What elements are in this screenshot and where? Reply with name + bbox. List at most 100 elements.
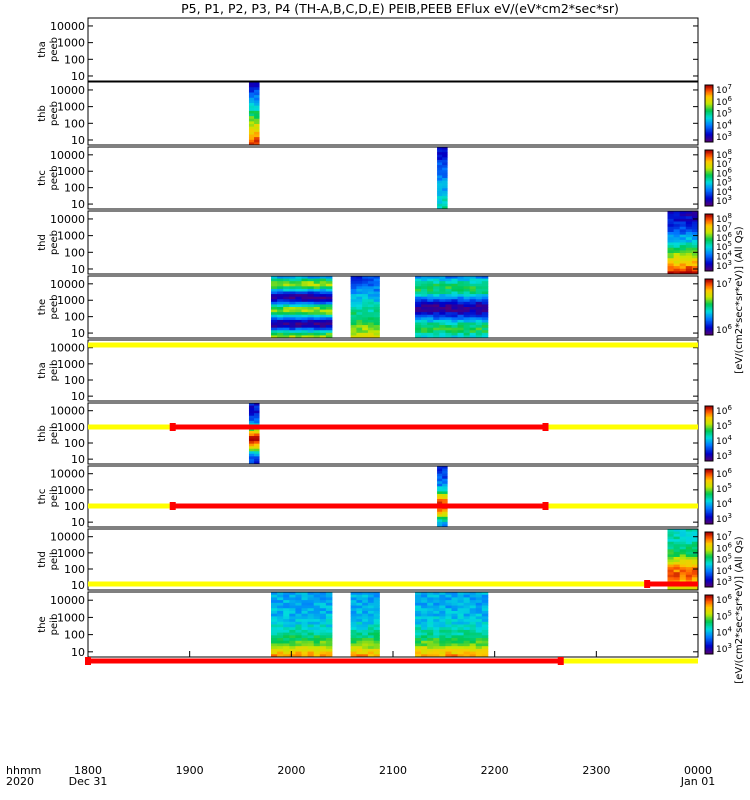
spectrogram-cell bbox=[437, 524, 443, 528]
spectrogram-cell bbox=[481, 592, 489, 596]
spectrogram-cell bbox=[469, 600, 477, 604]
spectrogram-cell bbox=[362, 299, 369, 303]
spectrogram-cell bbox=[289, 627, 296, 631]
spectrogram-cell bbox=[362, 317, 369, 321]
spectrogram-cell bbox=[325, 325, 333, 329]
colorbar-swatch bbox=[705, 255, 713, 258]
spectrogram-cell bbox=[289, 616, 296, 620]
spectrogram-cell bbox=[254, 89, 260, 93]
spectrogram-cell bbox=[679, 569, 687, 573]
spectrogram-cell bbox=[362, 627, 369, 631]
spectrogram-cell bbox=[442, 473, 448, 477]
spectrogram-cell bbox=[469, 602, 477, 606]
spectrogram-cell bbox=[362, 286, 369, 290]
spectrogram-cell bbox=[319, 291, 327, 295]
spectrogram-cell bbox=[457, 629, 464, 634]
spectrogram-cell bbox=[307, 602, 315, 606]
spectrogram-cell bbox=[469, 335, 477, 339]
colorbar-swatch bbox=[705, 116, 713, 119]
spectrogram-cell bbox=[421, 322, 428, 326]
spectrogram-cell bbox=[667, 229, 674, 233]
spectrogram-cell bbox=[442, 203, 448, 207]
colorbar-swatch bbox=[705, 295, 713, 298]
spectrogram-cell bbox=[427, 330, 434, 334]
spectrogram-cell bbox=[427, 624, 434, 628]
colorbar-swatch bbox=[705, 455, 713, 458]
spectrogram-cell bbox=[283, 304, 290, 308]
spectrogram-cell bbox=[442, 178, 448, 181]
spectrogram-cell bbox=[439, 319, 446, 323]
spectrogram-cell bbox=[313, 288, 321, 292]
colorbar-swatch bbox=[705, 225, 713, 228]
spectrogram-cell bbox=[415, 327, 422, 331]
spectrogram-cell bbox=[421, 317, 428, 321]
spectrogram-cell bbox=[475, 301, 483, 305]
spectrogram-cell bbox=[457, 621, 464, 625]
spectrogram-cell bbox=[415, 635, 422, 639]
spectrogram-cell bbox=[373, 624, 380, 628]
spectrogram-cell bbox=[313, 643, 321, 647]
spectrogram-cell bbox=[421, 608, 428, 612]
spectrogram-cell bbox=[481, 281, 489, 285]
spectrogram-cell bbox=[437, 203, 443, 207]
spectrogram-cell bbox=[313, 621, 321, 625]
spectrogram-cell bbox=[421, 654, 428, 658]
colorbar-swatch bbox=[705, 636, 713, 639]
spectrogram-block-the-peib-1 bbox=[350, 592, 380, 658]
colorbar-tick-label: 103 bbox=[716, 449, 732, 462]
spectrogram-cell bbox=[421, 597, 428, 601]
spectrogram-cell bbox=[427, 312, 434, 316]
spectrogram-cell bbox=[463, 335, 471, 339]
colorbar-swatch bbox=[705, 443, 713, 445]
spectrogram-cell bbox=[248, 418, 255, 422]
spectrogram-cell bbox=[463, 327, 471, 331]
spectrogram-cell bbox=[691, 574, 699, 578]
spectrogram-cell bbox=[373, 643, 380, 647]
colorbar-swatch bbox=[705, 620, 713, 622]
spectrogram-cell bbox=[277, 304, 284, 308]
spectrogram-cell bbox=[301, 635, 308, 639]
spectrogram-cell bbox=[313, 286, 321, 290]
spectrogram-cell bbox=[481, 600, 489, 604]
spectrogram-cell bbox=[679, 211, 687, 215]
spectrogram-cell bbox=[445, 322, 452, 326]
spectrogram-cell bbox=[691, 268, 699, 272]
spectrogram-cell bbox=[373, 635, 380, 639]
spectrogram-cell bbox=[289, 319, 296, 323]
spectrogram-cell bbox=[691, 226, 699, 230]
spectrogram-cell bbox=[271, 602, 278, 606]
spectrogram-cell bbox=[356, 301, 363, 305]
colorbar-swatch bbox=[705, 189, 713, 191]
spectrogram-cell bbox=[457, 307, 464, 310]
spectrogram-cell bbox=[442, 152, 448, 156]
spectrogram-cell bbox=[433, 319, 440, 323]
spectrogram-cell bbox=[463, 600, 471, 604]
colorbar-swatch bbox=[705, 284, 713, 287]
spectrogram-cell bbox=[685, 234, 693, 238]
spectrogram-cell bbox=[685, 253, 693, 257]
spectrogram-cell bbox=[313, 602, 321, 606]
colorbar-swatch bbox=[705, 176, 713, 179]
spectrogram-cell bbox=[277, 643, 284, 647]
spectrogram-cell bbox=[277, 278, 284, 282]
spectrogram-cell bbox=[350, 600, 357, 604]
spectrogram-cell bbox=[481, 602, 489, 606]
colorbar-swatch bbox=[705, 554, 713, 556]
spectrogram-cell bbox=[437, 521, 443, 525]
colorbar-swatch bbox=[705, 134, 713, 137]
colorbar-swatch bbox=[705, 319, 713, 322]
spectrogram-cell bbox=[437, 157, 443, 161]
spectrogram-cell bbox=[469, 309, 477, 313]
spectrogram-cell bbox=[439, 640, 446, 644]
spectrogram-cell bbox=[691, 572, 699, 576]
panel-probe-label-2: thc bbox=[37, 170, 48, 186]
colorbar-swatch bbox=[705, 117, 713, 120]
spectrogram-cell bbox=[475, 296, 483, 300]
colorbar-swatch bbox=[705, 173, 713, 176]
colorbar-swatch bbox=[705, 475, 713, 478]
spectrogram-cell bbox=[248, 113, 255, 117]
spectrogram-cell bbox=[481, 594, 489, 598]
spectrogram-cell bbox=[271, 278, 278, 282]
spectrogram-cell bbox=[451, 299, 458, 303]
spectrogram-cell bbox=[271, 624, 278, 628]
